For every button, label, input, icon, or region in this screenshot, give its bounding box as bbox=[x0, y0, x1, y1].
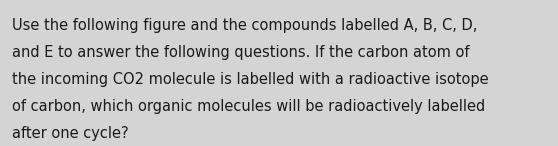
Text: Use the following figure and the compounds labelled A, B, C, D,: Use the following figure and the compoun… bbox=[12, 18, 478, 33]
Text: after one cycle?: after one cycle? bbox=[12, 126, 129, 141]
Text: of carbon, which organic molecules will be radioactively labelled: of carbon, which organic molecules will … bbox=[12, 99, 485, 114]
Text: the incoming CO2 molecule is labelled with a radioactive isotope: the incoming CO2 molecule is labelled wi… bbox=[12, 72, 489, 87]
Text: and E to answer the following questions. If the carbon atom of: and E to answer the following questions.… bbox=[12, 45, 470, 60]
